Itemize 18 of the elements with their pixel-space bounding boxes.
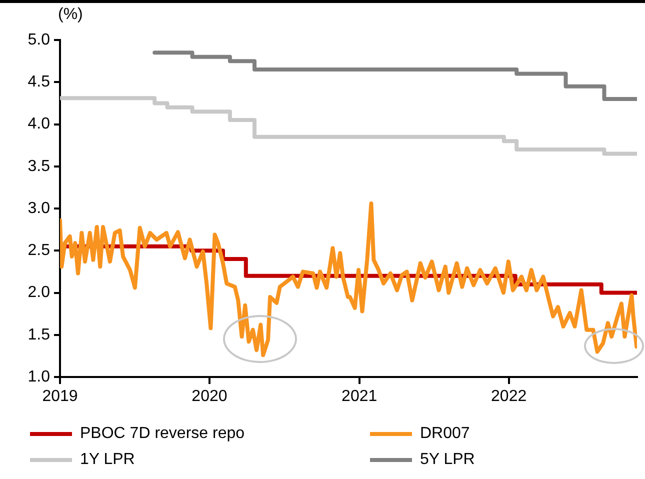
y-tick-label: 4.0 [28,116,50,133]
y-tick-label: 4.5 [28,74,50,91]
x-tick-label: 2019 [42,388,78,406]
legend-label: 1Y LPR [80,451,135,469]
y-tick-label: 3.5 [28,158,50,175]
y-axis-title: (%) [58,6,83,24]
y-tick-label: 2.0 [28,284,50,302]
legend-label: PBOC 7D reverse repo [80,425,245,443]
x-tick-label: 2020 [192,388,228,406]
y-tick-label: 1.0 [28,368,50,386]
x-tick-label: 2022 [491,388,527,406]
legend-label: 5Y LPR [420,451,475,469]
y-tick-label: 3.0 [28,200,50,217]
x-tick-label: 2021 [342,388,378,406]
legend-label: DR007 [420,425,470,443]
y-tick-label: 2.5 [28,242,50,260]
y-tick-label: 1.5 [28,326,50,344]
y-tick-label: 5.0 [28,31,50,48]
